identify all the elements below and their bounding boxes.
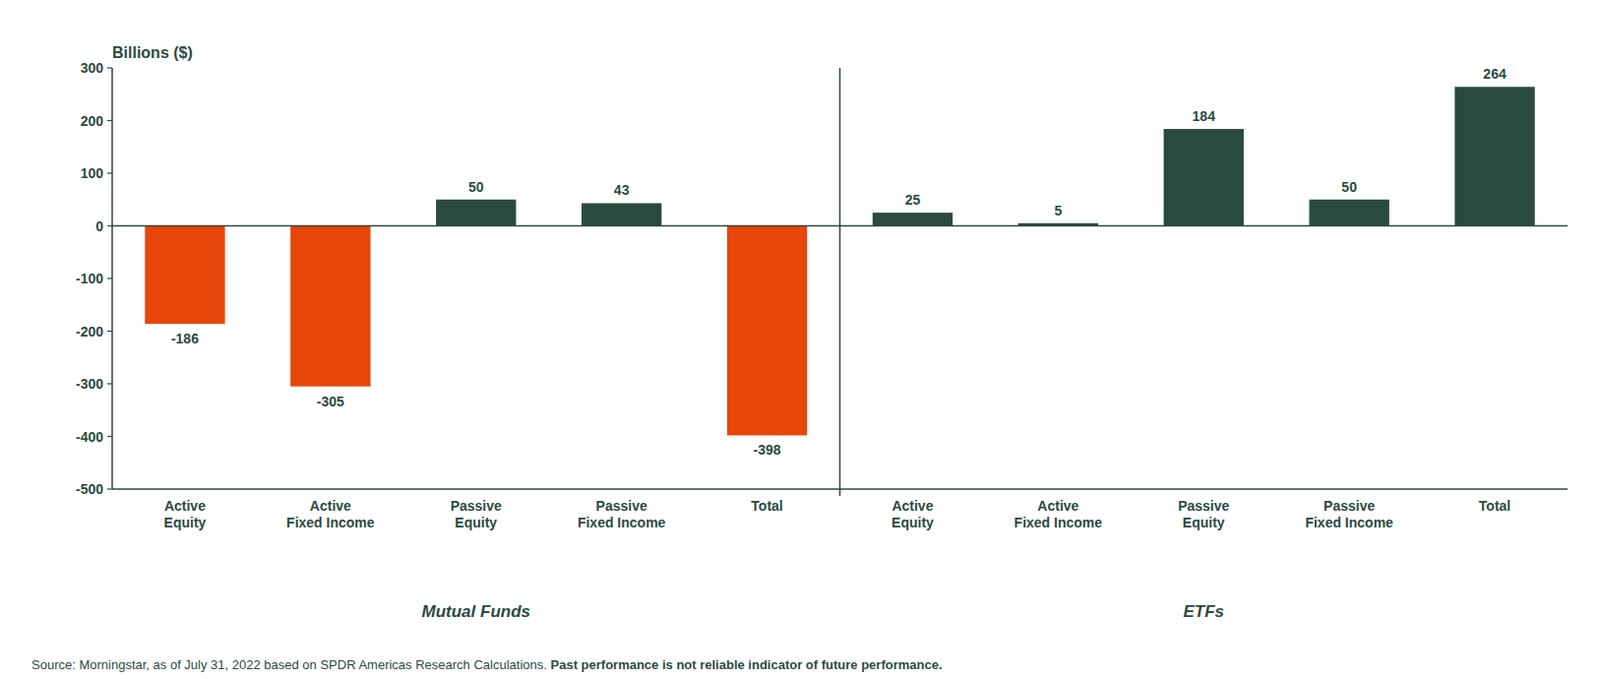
panel: 25ActiveEquity5ActiveFixed Income184Pass… — [840, 65, 1569, 621]
category-line: Equity — [891, 514, 934, 531]
category-label: PassiveEquity — [450, 497, 502, 531]
category-line: Total — [1478, 497, 1511, 514]
y-tick-label: 300 — [80, 60, 105, 76]
y-tick-label: 0 — [95, 218, 104, 235]
bar — [727, 226, 807, 436]
category-line: Passive — [1177, 497, 1230, 514]
category-line: Fixed Income — [286, 514, 375, 531]
y-tick-label: -400 — [75, 429, 104, 445]
value-label: 25 — [905, 191, 922, 208]
value-label: -305 — [316, 393, 345, 410]
zero-line — [840, 225, 1569, 228]
category-line: Active — [164, 497, 206, 514]
category-line: Passive — [450, 497, 502, 514]
category-line: Total — [750, 497, 783, 514]
value-label: 5 — [1053, 202, 1062, 219]
category-label: Total — [1478, 497, 1511, 514]
bar — [435, 199, 516, 227]
zero-line — [112, 225, 841, 228]
panel: -186ActiveEquity-305ActiveFixed Income50… — [31, 44, 943, 673]
y-tick-label: -100 — [75, 270, 104, 287]
labels: -186ActiveEquity-305ActiveFixed Income50… — [164, 179, 784, 531]
y-axis-label: Billions ($) — [112, 44, 193, 62]
source-text: Source: Morningstar, as of July 31, 2022… — [31, 657, 552, 673]
category-label: PassiveFixed Income — [1304, 497, 1394, 531]
divider — [839, 67, 842, 496]
y-tick-label: -200 — [75, 323, 104, 340]
value-label: 50 — [1341, 179, 1357, 195]
x-axis-line — [840, 488, 1569, 491]
bar — [581, 202, 662, 226]
category-label: ActiveEquity — [164, 497, 207, 531]
category-label: ActiveFixed Income — [1014, 497, 1104, 531]
category-label: Total — [750, 497, 783, 514]
value-label: 264 — [1482, 65, 1507, 82]
x-axis-label: Mutual Funds — [422, 602, 531, 621]
y-tick — [107, 277, 113, 279]
category-line: Equity — [454, 514, 497, 531]
bar — [872, 212, 953, 226]
x-axis-line — [112, 488, 841, 491]
category-line: Active — [891, 497, 933, 514]
category-label: PassiveFixed Income — [577, 497, 667, 531]
category-line: Equity — [164, 514, 207, 531]
bar — [1308, 199, 1389, 227]
y-tick-label: -300 — [75, 375, 104, 392]
y-tick — [107, 435, 113, 437]
value-label: 50 — [468, 179, 485, 195]
category-label: ActiveEquity — [891, 497, 934, 531]
category-line: Fixed Income — [1304, 514, 1394, 531]
labels: 25ActiveEquity5ActiveFixed Income184Pass… — [891, 65, 1511, 531]
bars — [872, 86, 1536, 226]
y-tick — [107, 66, 113, 68]
category-line: Active — [1037, 497, 1079, 514]
value-label: -398 — [753, 441, 782, 458]
x-axis-label: ETFs — [1182, 602, 1225, 621]
background — [0, 0, 1600, 679]
bar — [290, 226, 370, 387]
y-tick — [107, 172, 113, 174]
chart: -186ActiveEquity-305ActiveFixed Income50… — [0, 0, 1600, 679]
y-tick-label: 200 — [80, 113, 105, 129]
category-line: Active — [309, 497, 352, 514]
value-label: -186 — [171, 330, 199, 347]
category-label: PassiveEquity — [1177, 497, 1230, 531]
value-label: 43 — [614, 182, 630, 198]
y-tick — [107, 330, 113, 332]
y-tick — [107, 225, 113, 227]
category-label: ActiveFixed Income — [286, 497, 375, 531]
category-line: Passive — [596, 497, 648, 514]
bars — [144, 199, 807, 436]
category-line: Fixed Income — [577, 514, 667, 531]
category-line: Equity — [1182, 514, 1226, 531]
source-note: Source: Morningstar, as of July 31, 2022… — [31, 657, 943, 673]
category-line: Fixed Income — [1014, 514, 1104, 531]
y-tick — [107, 120, 113, 122]
y-tick — [107, 488, 113, 490]
category-line: Passive — [1323, 497, 1375, 514]
y-tick-label: 100 — [80, 165, 105, 182]
value-label: 184 — [1192, 108, 1217, 124]
bar — [144, 226, 225, 325]
y-tick-label: -500 — [75, 481, 104, 497]
source-text: Past performance is not reliable indicat… — [551, 657, 943, 673]
bar — [1454, 86, 1535, 226]
bar — [1164, 128, 1244, 226]
y-tick — [107, 382, 113, 384]
